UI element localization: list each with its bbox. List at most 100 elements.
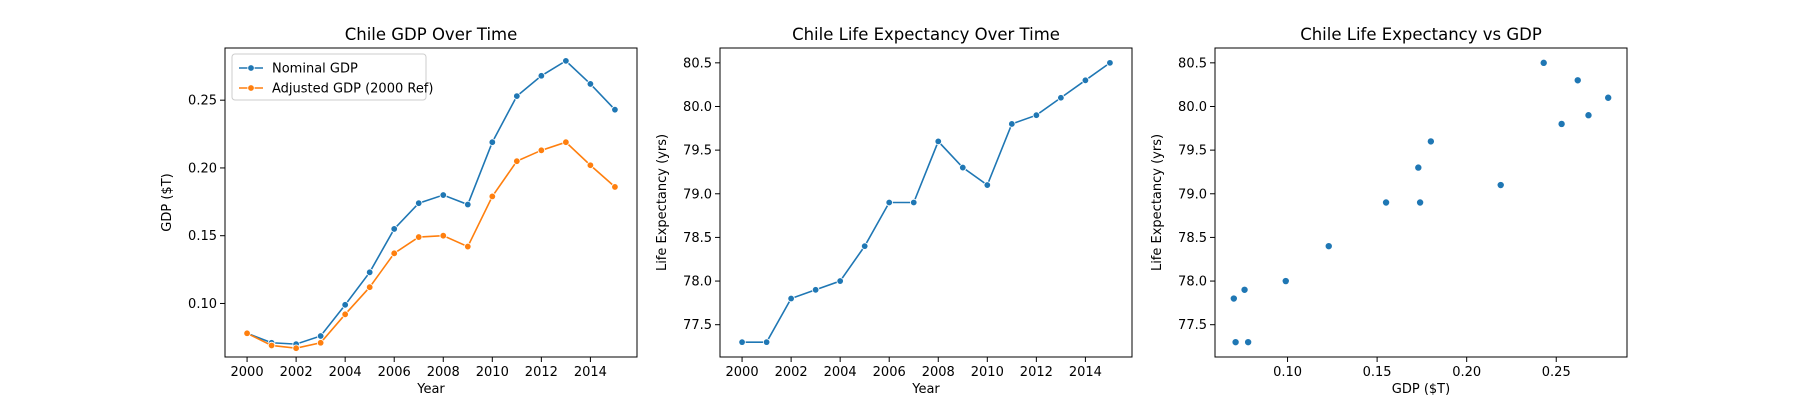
x-tick-label: 0.10 — [1273, 365, 1302, 380]
scatter-point — [1414, 163, 1423, 172]
scatter-point — [1539, 58, 1548, 67]
legend-entry: Adjusted GDP (2000 Ref) — [272, 82, 433, 97]
y-tick-label: 79.0 — [1178, 187, 1207, 202]
data-point — [1106, 59, 1114, 67]
x-tick-label: 2010 — [971, 365, 1004, 380]
scatter-point — [1281, 277, 1290, 286]
scatter-point — [1416, 198, 1425, 207]
y-axis-label: Life Expectancy (yrs) — [1150, 134, 1165, 271]
data-point — [738, 338, 746, 346]
data-point — [341, 301, 349, 309]
data-point — [959, 163, 967, 172]
x-tick-label: 0.25 — [1542, 365, 1571, 380]
data-point — [464, 200, 472, 209]
data-point — [1008, 120, 1016, 128]
y-axis-label: GDP ($T) — [160, 173, 175, 231]
data-point — [787, 294, 795, 303]
data-point — [983, 181, 992, 189]
chart-1: Chile GDP Over Time 2000 2002 2004 2006 2008 2… — [160, 25, 638, 397]
data-point — [341, 310, 349, 319]
x-tick-label: 2014 — [1069, 365, 1102, 380]
y-tick-label: 0.15 — [188, 229, 217, 244]
scatter-point — [1324, 242, 1333, 251]
data-point — [415, 199, 423, 207]
data-point — [464, 242, 472, 251]
x-axis-label: Year — [416, 382, 445, 397]
x-tick-label: 2008 — [427, 365, 460, 380]
x-tick-label: 2004 — [824, 365, 857, 380]
y-tick-label: 78.0 — [1178, 275, 1207, 290]
y-tick-label: 79.5 — [683, 144, 712, 159]
scatter-point — [1426, 137, 1435, 146]
data-point — [292, 344, 300, 352]
y-tick-label: 80.0 — [683, 100, 712, 115]
y-tick-label: 80.5 — [1178, 56, 1207, 71]
y-tick-label: 77.5 — [683, 318, 712, 333]
y-tick-label: 79.0 — [683, 187, 712, 202]
data-point — [910, 198, 918, 207]
data-point — [316, 332, 325, 340]
x-tick-label: 2002 — [775, 365, 808, 380]
x-tick-label: 0.15 — [1363, 365, 1392, 380]
data-point — [365, 283, 374, 291]
x-axis-label: Year — [911, 382, 940, 397]
x-tick-label: 2012 — [1020, 365, 1053, 380]
plot-frame — [719, 47, 1133, 358]
y-tick-label: 78.0 — [683, 275, 712, 290]
series-line-1 — [742, 62, 1111, 343]
data-point — [365, 268, 374, 276]
x-tick-label: 2004 — [329, 365, 362, 380]
chart-2: Chile Life Expectancy Over Time 2000 2002 2… — [655, 25, 1133, 397]
scatter-point — [1231, 338, 1240, 347]
y-tick-label: 0.25 — [188, 94, 217, 109]
data-point — [390, 249, 398, 258]
chart-title: Chile Life Expectancy Over Time — [792, 25, 1060, 44]
scatter-point — [1244, 338, 1253, 347]
scatter-point — [1240, 285, 1249, 294]
data-point — [390, 225, 398, 233]
plot-frame — [1214, 47, 1628, 358]
scatter-point — [1557, 119, 1566, 128]
data-point — [586, 80, 595, 88]
data-point — [562, 57, 570, 65]
legend-box — [231, 53, 427, 101]
data-point — [488, 138, 497, 146]
x-axis-label: GDP ($T) — [1392, 382, 1450, 397]
scatter-point — [1584, 111, 1593, 120]
data-point — [267, 341, 276, 350]
x-tick-label: 2002 — [280, 365, 313, 380]
data-point — [537, 72, 546, 80]
data-point — [488, 192, 497, 201]
x-tick-label: 2006 — [378, 365, 411, 380]
y-axis-label: Life Expectancy (yrs) — [655, 134, 670, 271]
scatter-point — [1229, 294, 1238, 303]
data-point — [513, 92, 521, 100]
data-point — [611, 183, 619, 191]
data-point — [836, 277, 844, 285]
y-tick-label: 77.5 — [1178, 318, 1207, 333]
data-point — [562, 138, 570, 146]
legend-entry: Nominal GDP — [272, 62, 358, 77]
data-point — [811, 286, 820, 294]
data-point — [762, 338, 771, 346]
data-point — [537, 146, 546, 155]
y-tick-label: 80.5 — [683, 56, 712, 71]
y-tick-label: 78.5 — [683, 231, 712, 246]
chart-3: Chile Life Expectancy vs GDP 0.10 0.15 0.20… — [1150, 25, 1628, 397]
data-point — [1081, 76, 1090, 84]
x-tick-label: 2008 — [922, 365, 955, 380]
x-tick-label: 2000 — [726, 365, 759, 380]
x-tick-label: 2000 — [231, 365, 264, 380]
scatter-point — [1496, 181, 1505, 190]
data-point — [1057, 94, 1065, 102]
y-tick-label: 79.5 — [1178, 144, 1207, 159]
scatter-point — [1573, 76, 1582, 85]
data-point — [934, 137, 942, 146]
y-tick-label: 80.0 — [1178, 100, 1207, 115]
y-tick-label: 0.20 — [188, 161, 217, 176]
y-tick-label: 78.5 — [1178, 231, 1207, 246]
scatter-point — [1382, 198, 1391, 207]
data-point — [415, 233, 423, 241]
scatter-point — [1604, 93, 1613, 102]
x-tick-label: 0.20 — [1452, 365, 1481, 380]
